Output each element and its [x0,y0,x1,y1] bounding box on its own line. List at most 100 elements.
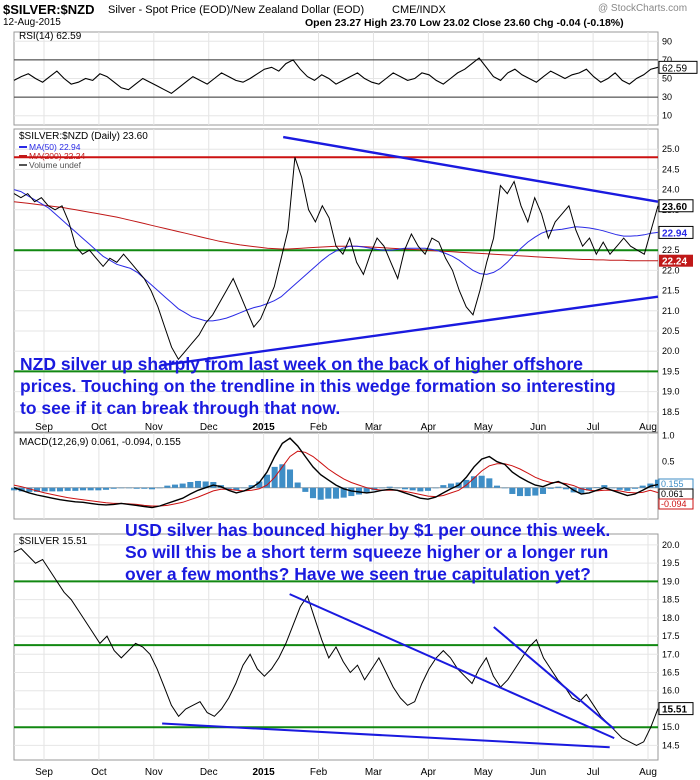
chart-symbol: $SILVER:$NZD [3,2,95,17]
x-tick-label-usd: Nov [145,767,163,778]
usd-y-tick: 18.0 [662,613,680,623]
macd-histogram-bar [279,464,286,488]
nzd-trendline-lower [160,295,659,367]
macd-histogram-bar [194,480,202,488]
usd-last-tag [658,702,694,716]
nzd-y-tick: 25.0 [662,144,680,154]
nzd-annotation: NZD silver up sharply from last week on … [20,354,616,418]
macd-histogram-bar [64,487,71,491]
macd-histogram-bar [578,487,585,493]
macd-last-tag [658,498,694,510]
nzd-legend-entry: MA(200) 22.24 [29,151,85,161]
nzd-y-tick: 24.0 [662,185,680,195]
macd-histogram-bar [118,487,125,489]
x-tick-label-nzd: Jun [530,422,546,433]
x-tick-label-nzd: Apr [421,422,437,433]
nzd-last-ma50: 22.94 [662,228,687,239]
rsi-y-tick: 10 [662,111,672,121]
usd-last-value: 15.51 [662,705,687,716]
nzd-legend-entry: Volume undef [29,160,82,170]
usd-trendline-lower [162,722,610,749]
macd-last-value: 0.061 [661,489,684,499]
nzd-y-tick: 20.0 [662,346,680,356]
macd-histogram-bar [202,481,209,488]
macd-histogram-bar [493,485,501,488]
nzd-y-tick: 21.5 [662,286,680,296]
usd-y-tick: 15.0 [662,722,680,732]
macd-histogram-bar [317,487,324,500]
x-tick-label-usd: Aug [639,767,657,778]
usd-y-tick: 17.5 [662,631,680,641]
rsi-line [13,57,659,95]
macd-histogram-bar [509,487,516,494]
x-tick-label-nzd: Dec [200,422,218,433]
macd-histogram-bar [26,487,33,492]
macd-histogram-bar [417,487,424,492]
macd-histogram-bar [355,487,363,495]
macd-histogram-bar [401,487,409,490]
macd-histogram-bar [141,487,148,489]
x-tick-label-nzd: May [474,422,493,433]
macd-histogram-bar [463,479,470,488]
macd-histogram-bar [256,481,263,488]
nzd-y-tick: 19.0 [662,387,680,397]
rsi-last-value: 62.59 [662,63,687,74]
macd-histogram-bar [133,487,140,489]
macd-histogram-bar [608,487,616,489]
chart-date: 12-Aug-2015 [3,17,61,28]
macd-histogram-bar [447,483,455,488]
macd-histogram-bar [79,487,87,491]
macd-histogram-bar [225,487,232,489]
macd-histogram-bar [294,482,301,488]
x-tick-label-usd: 2015 [253,767,276,778]
x-tick-label-nzd: Aug [639,422,657,433]
macd-histogram-bar [41,487,48,492]
nzd-last-close: 23.60 [662,202,687,213]
macd-histogram-bar [33,487,41,492]
chart-source: CME/INDX [392,4,446,16]
macd-histogram-bar [394,487,401,489]
x-tick-label-nzd: Nov [145,422,163,433]
ohlc-readout: Open 23.27 High 23.70 Low 23.02 Close 23… [305,17,624,29]
macd-panel-frame [13,432,659,520]
usd-y-tick: 17.0 [662,649,680,659]
nzd-y-tick: 18.5 [662,407,680,417]
macd-histogram-bar [562,487,570,490]
macd-histogram-bar [286,469,294,488]
macd-histogram-bar [187,481,194,488]
nzd-legend-entry: MA(50) 22.94 [29,142,81,152]
macd-histogram-bar [171,484,179,488]
macd-histogram-bar [348,487,355,497]
macd-histogram-bar [102,487,110,490]
macd-y-tick: 1.0 [662,431,675,441]
macd-histogram-bar [616,487,623,490]
macd-histogram-bar [516,487,524,497]
nzd-last-ma200: 22.24 [662,257,687,268]
macd-histogram-bar [87,487,94,491]
macd-histogram-bar [624,487,631,491]
usd-y-tick: 16.0 [662,686,680,696]
macd-histogram-bar [532,487,539,496]
x-tick-label-nzd: Sep [35,422,53,433]
macd-histogram-bar [486,478,493,488]
macd-y-tick: 0.5 [662,457,675,467]
macd-histogram-bar [148,487,156,490]
macd-histogram-bar [547,487,554,489]
macd-histogram-bar [49,487,56,492]
x-tick-label-usd: Apr [421,767,437,778]
nzd-last-ma200-tag [659,254,693,267]
usd-y-tick: 16.5 [662,668,680,678]
macd-histogram-bar [179,483,186,488]
macd-histogram-bar [110,487,117,489]
macd-histogram-bar [654,479,662,488]
rsi-last-tag [658,60,698,74]
x-tick-label-usd: Jul [587,767,600,778]
x-tick-label-nzd: 2015 [253,422,276,433]
macd-histogram-bar [248,485,255,488]
macd-histogram-bar [440,485,447,488]
usd-y-tick: 18.5 [662,595,680,605]
macd-histogram-bar [240,487,248,489]
macd-histogram-bar [593,487,600,488]
usd-price-line [13,547,659,746]
macd-histogram-bar [555,486,562,488]
